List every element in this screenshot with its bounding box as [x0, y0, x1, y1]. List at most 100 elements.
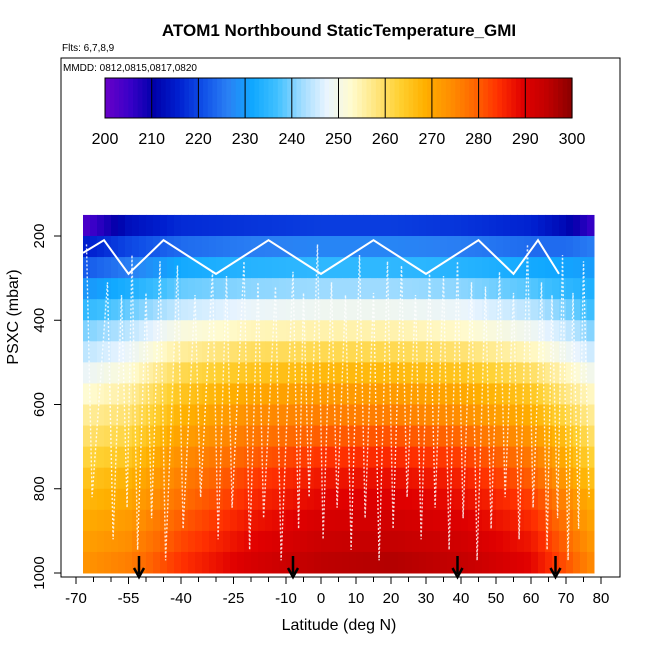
heatmap-cell	[216, 425, 224, 448]
heatmap-cell	[370, 362, 378, 384]
heatmap-cell	[391, 362, 399, 384]
heatmap-cell	[237, 530, 245, 553]
heatmap-cell	[293, 257, 301, 279]
heatmap-cell	[146, 404, 154, 427]
heatmap-cell	[370, 341, 378, 363]
heatmap-cell	[251, 236, 259, 258]
heatmap-cell	[349, 214, 357, 237]
heatmap-cell	[286, 425, 294, 448]
heatmap-cell	[321, 509, 329, 532]
heatmap-cell	[153, 530, 161, 553]
heatmap-cell	[307, 404, 315, 427]
heatmap-cell	[503, 214, 511, 237]
colorbar-swatch	[291, 78, 298, 118]
heatmap-cell	[146, 214, 154, 237]
heatmap-cell	[531, 467, 539, 490]
heatmap-cell	[132, 320, 140, 342]
heatmap-cell	[300, 236, 308, 258]
heatmap-cell	[545, 362, 553, 384]
heatmap-cell	[258, 214, 266, 237]
heatmap-cell	[167, 214, 175, 237]
heatmap-cell	[160, 341, 168, 363]
heatmap-cell	[440, 341, 448, 363]
heatmap-cell	[104, 446, 112, 469]
heatmap-cell	[503, 362, 511, 384]
heatmap-cell	[195, 530, 203, 553]
heatmap-cell	[125, 362, 133, 384]
heatmap-cell	[531, 236, 539, 258]
heatmap-cell	[363, 467, 371, 490]
heatmap-cell	[230, 488, 238, 511]
heatmap-cell	[139, 467, 147, 490]
colorbar-swatch	[207, 78, 214, 118]
heatmap-cell	[328, 467, 336, 490]
heatmap-cell	[587, 299, 595, 321]
heatmap-cell	[153, 425, 161, 448]
heatmap-cell	[244, 383, 252, 405]
heatmap-cell	[517, 299, 525, 321]
heatmap-cell	[300, 383, 308, 405]
heatmap-cell	[587, 320, 595, 342]
heatmap-cell	[125, 278, 133, 300]
heatmap-cell	[559, 299, 567, 321]
heatmap-cell	[321, 488, 329, 511]
heatmap-cell	[307, 425, 315, 448]
x-tick-label: -25	[223, 590, 245, 607]
heatmap-cell	[468, 383, 476, 405]
heatmap-cell	[104, 383, 112, 405]
heatmap-cell	[300, 341, 308, 363]
heatmap-cell	[293, 278, 301, 300]
heatmap-cell	[356, 362, 364, 384]
heatmap-cell	[349, 362, 357, 384]
heatmap-cell	[510, 214, 518, 237]
heatmap-cell	[503, 425, 511, 448]
colorbar-swatch	[525, 78, 531, 118]
heatmap-cell	[104, 404, 112, 427]
heatmap-cell	[349, 551, 357, 574]
heatmap-cell	[286, 214, 294, 237]
heatmap-cell	[349, 446, 357, 469]
heatmap-cell	[83, 299, 91, 321]
heatmap-cell	[188, 214, 196, 237]
heatmap-cell	[90, 257, 98, 279]
heatmap-cell	[440, 488, 448, 511]
heatmap-cell	[146, 425, 154, 448]
heatmap-cell	[167, 509, 175, 532]
heatmap-cell	[258, 299, 266, 321]
heatmap-cell	[153, 488, 161, 511]
heatmap-cell	[440, 257, 448, 279]
heatmap-cell	[258, 257, 266, 279]
heatmap-cell	[279, 530, 287, 553]
heatmap-cell	[314, 425, 322, 448]
heatmap-cell	[503, 278, 511, 300]
heatmap-cell	[293, 551, 301, 574]
heatmap-cell	[482, 214, 490, 237]
heatmap-cell	[90, 425, 98, 448]
heatmap-cell	[482, 488, 490, 511]
heatmap-cell	[279, 488, 287, 511]
heatmap-cell	[83, 509, 91, 532]
heatmap-cell	[251, 299, 259, 321]
colorbar-swatch	[455, 78, 461, 118]
heatmap-cell	[153, 278, 161, 300]
heatmap-cell	[174, 488, 182, 511]
heatmap-cell	[384, 509, 392, 532]
heatmap-cell	[363, 214, 371, 237]
heatmap-cell	[202, 467, 210, 490]
heatmap-cell	[587, 446, 595, 469]
heatmap-cell	[580, 362, 588, 384]
heatmap-cell	[286, 551, 294, 574]
heatmap-cell	[545, 341, 553, 363]
heatmap-cell	[454, 446, 462, 469]
heatmap-cell	[111, 257, 119, 279]
heatmap-cell	[97, 404, 105, 427]
heatmap-cell	[440, 404, 448, 427]
heatmap-cell	[412, 509, 420, 532]
heatmap-cell	[531, 425, 539, 448]
colorbar-swatch	[277, 78, 284, 118]
heatmap-cell	[356, 236, 364, 258]
heatmap-cell	[517, 383, 525, 405]
heatmap-cell	[111, 341, 119, 363]
heatmap-cell	[510, 341, 518, 363]
